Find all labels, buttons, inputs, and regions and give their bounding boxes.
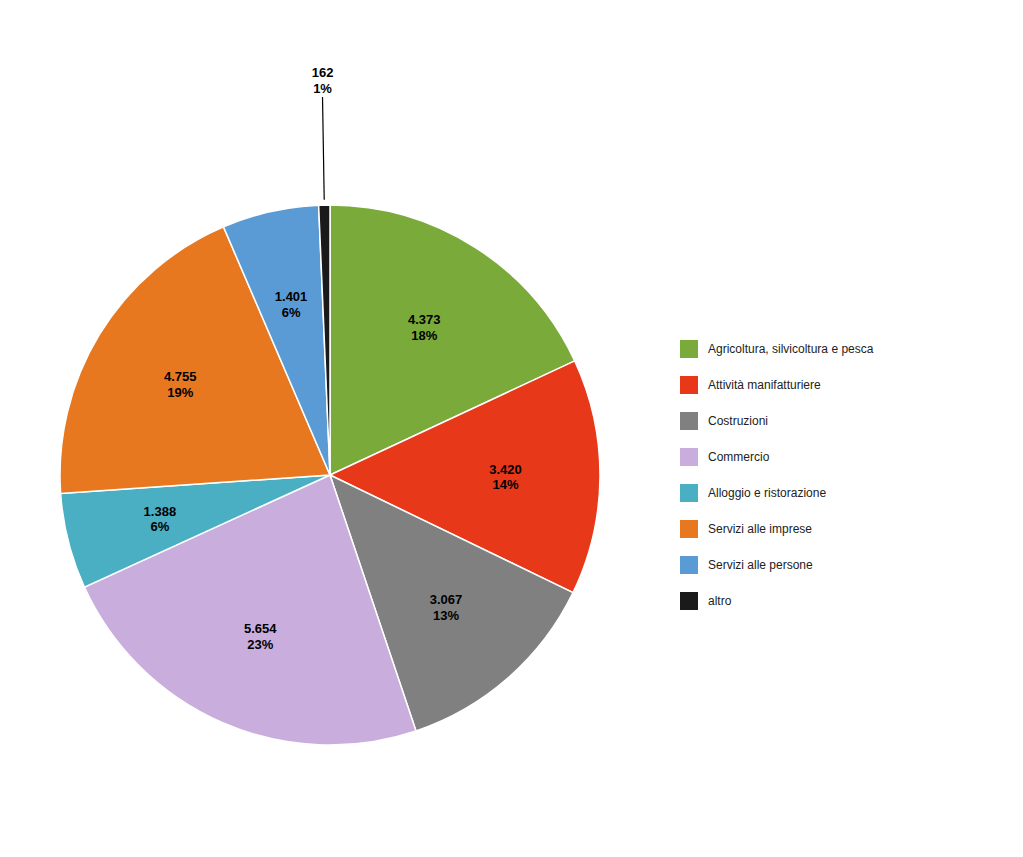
data-label: 3.42014% — [489, 462, 522, 493]
data-label: 3.06713% — [430, 592, 463, 623]
data-label-value: 5.654 — [244, 621, 277, 636]
legend-label: Servizi alle imprese — [708, 522, 812, 536]
legend-item: Alloggio e ristorazione — [680, 484, 826, 502]
legend-label: Servizi alle persone — [708, 558, 813, 572]
legend-swatch — [680, 376, 698, 394]
data-label: 4.37318% — [408, 312, 441, 343]
data-label-percentage: 18% — [411, 328, 437, 343]
legend: Agricoltura, silvicoltura e pesca Attivit… — [680, 340, 874, 610]
legend-swatch — [680, 412, 698, 430]
legend-swatch — [680, 340, 698, 358]
legend-label: Agricoltura, silvicoltura e pesca — [708, 342, 874, 356]
data-label-value: 1.401 — [275, 289, 308, 304]
data-label: 1.4016% — [275, 289, 308, 320]
data-label-percentage: 14% — [492, 477, 518, 492]
legend-item: altro — [680, 592, 732, 610]
data-label: 4.75519% — [164, 369, 197, 400]
legend-label: altro — [708, 594, 732, 608]
data-label: 1621% — [312, 65, 334, 96]
data-label-value: 1.388 — [144, 504, 177, 519]
data-label-value: 3.420 — [489, 462, 522, 477]
pie-slice — [61, 475, 330, 587]
legend-label: Attività manifatturiere — [708, 378, 821, 392]
legend-item: Servizi alle persone — [680, 556, 813, 574]
data-label-value: 4.373 — [408, 312, 441, 327]
data-label: 1.3886% — [144, 504, 177, 535]
legend-label: Costruzioni — [708, 414, 768, 428]
data-label-percentage: 13% — [433, 608, 459, 623]
legend-item: Agricoltura, silvicoltura e pesca — [680, 340, 874, 358]
chart: 4.37318%3.42014%3.06713%5.65423%1.3886%4… — [0, 0, 1023, 857]
legend-label: Commercio — [708, 450, 770, 464]
legend-swatch — [680, 556, 698, 574]
leader-line — [323, 97, 325, 200]
data-label-percentage: 19% — [167, 384, 193, 399]
legend-swatch — [680, 592, 698, 610]
data-label-percentage: 6% — [282, 305, 301, 320]
legend-swatch — [680, 520, 698, 538]
data-label-value: 162 — [312, 65, 334, 80]
legend-item: Commercio — [680, 448, 770, 466]
data-label-value: 3.067 — [430, 592, 463, 607]
legend-item: Costruzioni — [680, 412, 768, 430]
legend-label: Alloggio e ristorazione — [708, 486, 826, 500]
pie-slice — [319, 205, 330, 475]
data-label: 5.65423% — [244, 621, 277, 652]
data-label-percentage: 23% — [247, 637, 273, 652]
legend-item: Servizi alle imprese — [680, 520, 812, 538]
data-labels: 4.37318%3.42014%3.06713%5.65423%1.3886%4… — [144, 65, 522, 652]
legend-item: Attività manifatturiere — [680, 376, 821, 394]
data-label-percentage: 1% — [313, 81, 332, 96]
data-label-value: 4.755 — [164, 369, 197, 384]
legend-swatch — [680, 448, 698, 466]
legend-swatch — [680, 484, 698, 502]
data-label-percentage: 6% — [150, 519, 169, 534]
pie — [60, 205, 600, 745]
pie-slice — [223, 205, 330, 475]
